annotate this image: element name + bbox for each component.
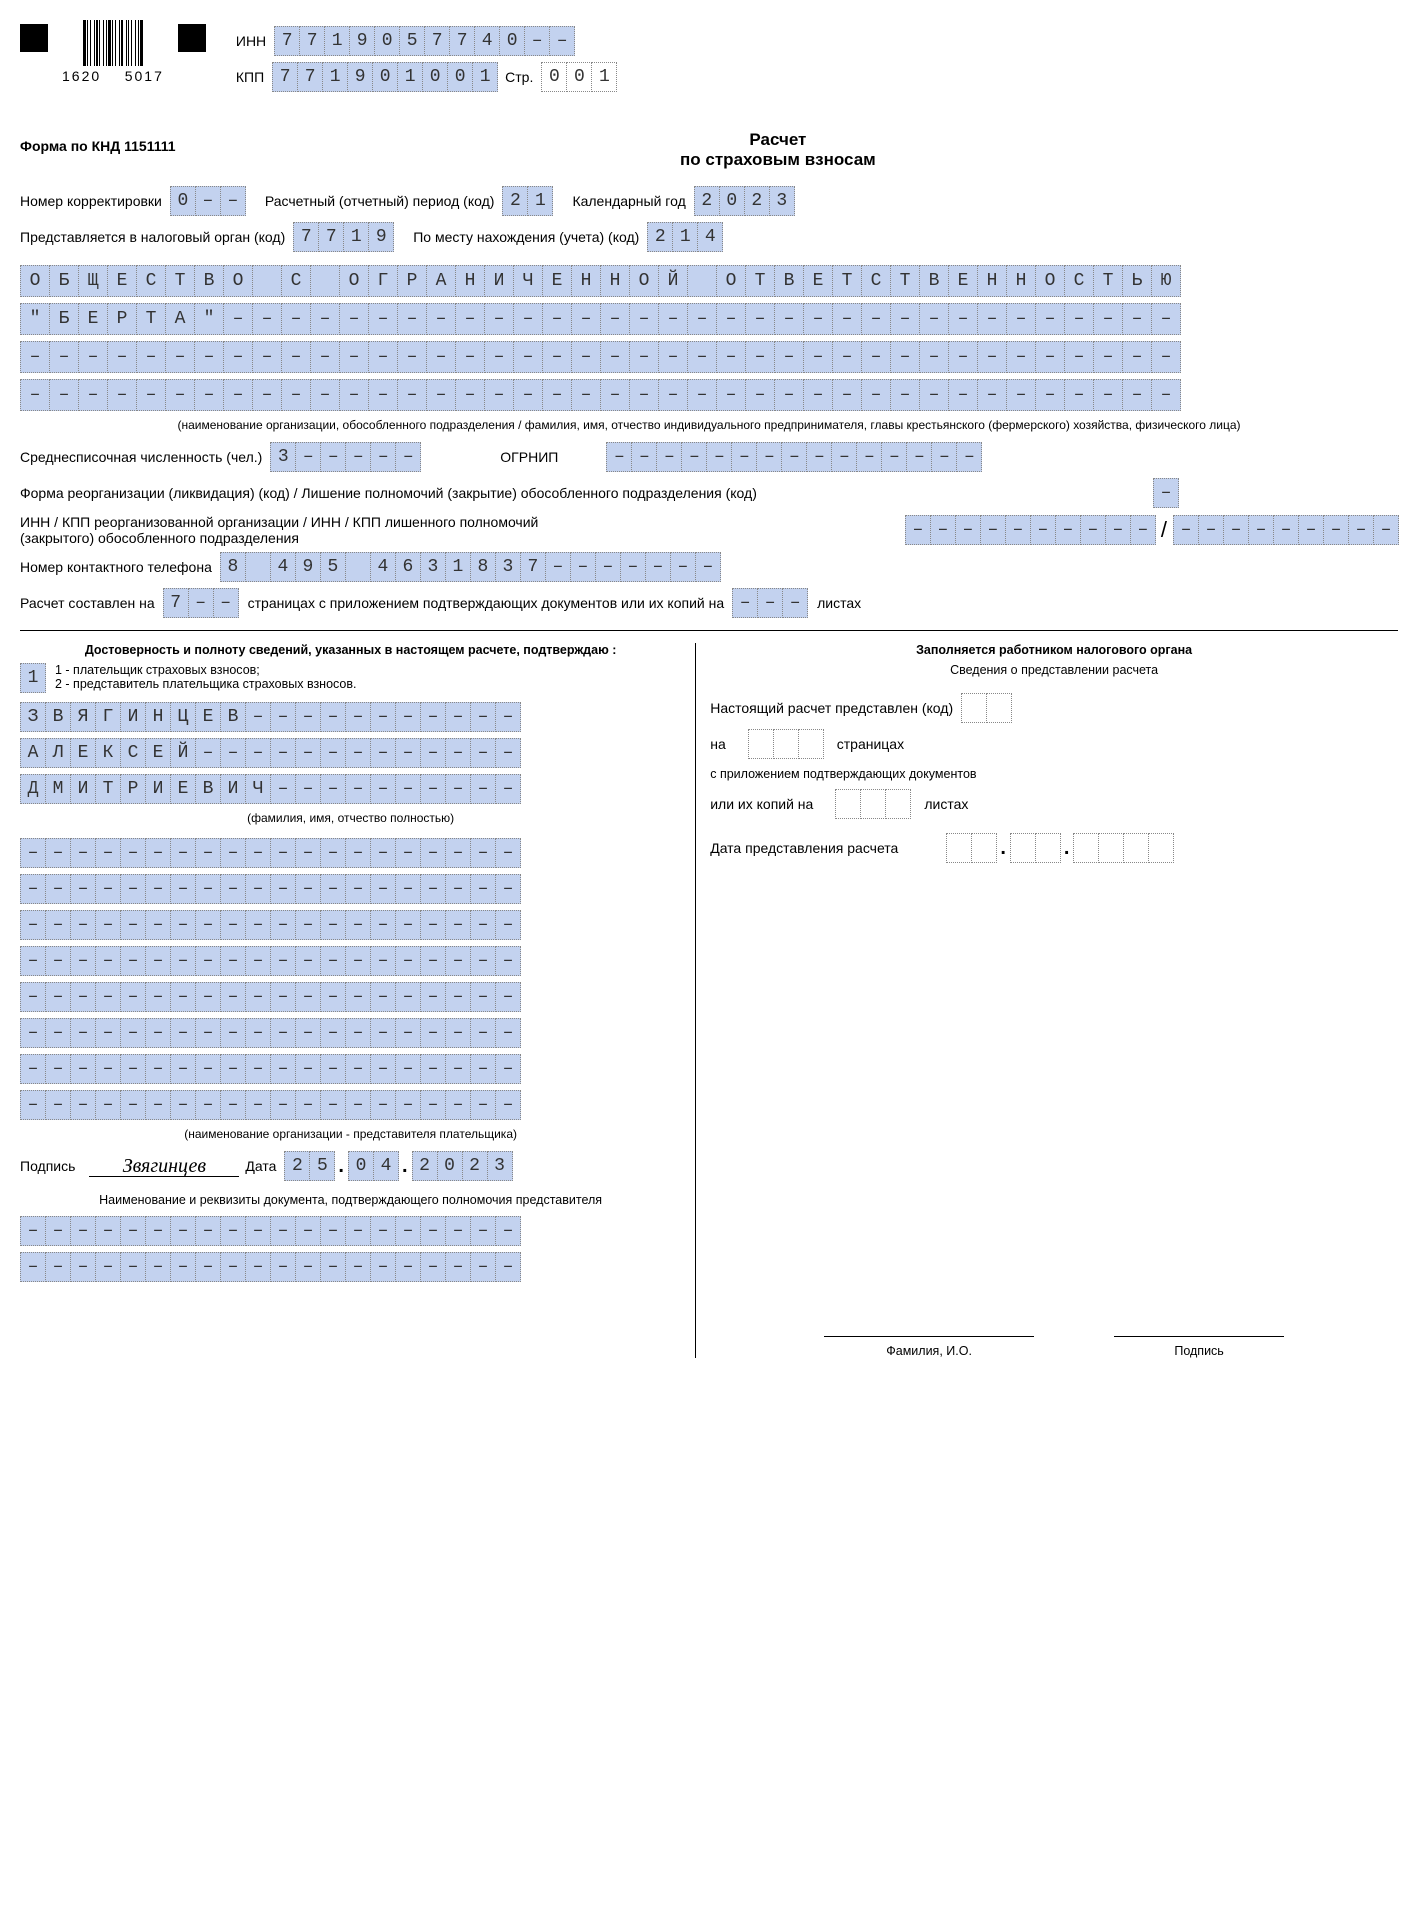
r-fio-label: Фамилия, И.О. [824,1344,1034,1358]
pages-label2: страницах с приложением подтверждающих д… [248,595,725,611]
date-y: 2023 [412,1151,512,1181]
r-pages-cells [748,729,823,759]
corr-cells: 0–– [170,186,245,216]
avg-cells: 3––––– [270,442,420,472]
pages-cells: 7–– [163,588,238,618]
reorg-inn-cells: –––––––––– [905,515,1155,545]
r-l1: Настоящий расчет представлен (код) [710,700,953,716]
left-header: Достоверность и полноту сведений, указан… [20,643,681,657]
doc-caption: Наименование и реквизиты документа, подт… [20,1187,681,1213]
barcode-num-right: 5017 [125,68,164,84]
location-cells: 214 [647,222,722,252]
r-sig-line [1114,1323,1284,1337]
r-sheets-cells [835,789,910,819]
barcode-num-left: 1620 [62,68,101,84]
sig-label: Подпись [20,1158,75,1174]
phone-label: Номер контактного телефона [20,559,212,575]
barcode-block: 1620 5017 [20,20,206,84]
rep-caption: (наименование организации - представител… [20,1127,681,1141]
signature: Звягинцев [89,1155,239,1177]
r-code-cells [961,693,1011,723]
inn-label: ИНН [236,33,266,49]
r-l4b: листах [924,796,968,812]
location-label: По месту нахождения (учета) (код) [413,229,639,245]
fio-caption: (фамилия, имя, отчество полностью) [20,811,681,825]
date-label: Дата [245,1158,276,1174]
period-cells: 21 [502,186,552,216]
r-l2b: страницах [837,736,904,752]
r-l2a: на [710,736,726,752]
reorg-label: Форма реорганизации (ликвидация) (код) /… [20,485,757,501]
fio-box: ЗВЯГИНЦЕВ–––––––––––АЛЕКСЕЙ–––––––––––––… [20,699,681,807]
r-l3: с приложением подтверждающих документов [710,767,1398,781]
pages-label1: Расчет составлен на [20,595,155,611]
r-date-d [946,833,996,863]
period-label: Расчетный (отчетный) период (код) [265,193,495,209]
r-sig-label: Подпись [1114,1344,1284,1358]
kpp-cells: 771901001 [272,62,497,92]
divider [20,630,1398,631]
slash: / [1161,517,1167,543]
page-label: Стр. [505,69,533,85]
date-d: 25 [284,1151,334,1181]
barcode: 1620 5017 [62,20,164,84]
right-square [178,24,206,52]
r-date-m [1010,833,1060,863]
org-name-caption: (наименование организации, обособленного… [20,418,1398,432]
left-square [20,24,48,52]
right-sub: Сведения о представлении расчета [710,663,1398,677]
opt2: 2 - представитель плательщика страховых … [55,677,357,691]
who-cells: 1 [20,663,45,693]
pages-label3: листах [817,595,861,611]
rep-org-box: ––––––––––––––––––––––––––––––––––––––––… [20,835,681,1123]
corr-label: Номер корректировки [20,193,162,209]
reorg-inn-label: ИНН / КПП реорганизованной организации /… [20,514,580,546]
title-line2: по страховым взносам [378,150,1177,170]
right-header: Заполняется работником налогового органа [710,643,1398,657]
inn-cells: 7719057740–– [274,26,574,56]
doc-box: –––––––––––––––––––––––––––––––––––––––– [20,1213,681,1285]
kpp-label: КПП [236,69,264,85]
org-name-box: ОБЩЕСТВО С ОГРАНИЧЕННОЙ ОТВЕТСТВЕННОСТЬЮ… [20,262,1398,414]
form-code: Форма по КНД 1151111 [20,138,378,154]
ogrnip-cells: ––––––––––––––– [606,442,981,472]
tax-org-cells: 7719 [293,222,393,252]
year-cells: 2023 [694,186,794,216]
reorg-kpp-cells: ––––––––– [1173,515,1398,545]
r-fio-line [824,1323,1034,1337]
opt1: 1 - плательщик страховых взносов; [55,663,357,677]
r-l4a: или их копий на [710,796,813,812]
tax-org-label: Представляется в налоговый орган (код) [20,229,285,245]
phone-cells: 8 495 4631837––––––– [220,552,720,582]
ogrnip-label: ОГРНИП [500,449,558,465]
reorg-cells: – [1153,478,1178,508]
r-l5: Дата представления расчета [710,840,898,856]
attach-cells: ––– [732,588,807,618]
r-date-y [1073,833,1173,863]
year-label: Календарный год [572,193,685,209]
date-m: 04 [348,1151,398,1181]
avg-label: Среднесписочная численность (чел.) [20,449,262,465]
title-line1: Расчет [378,130,1177,150]
page-cells: 001 [541,62,616,92]
